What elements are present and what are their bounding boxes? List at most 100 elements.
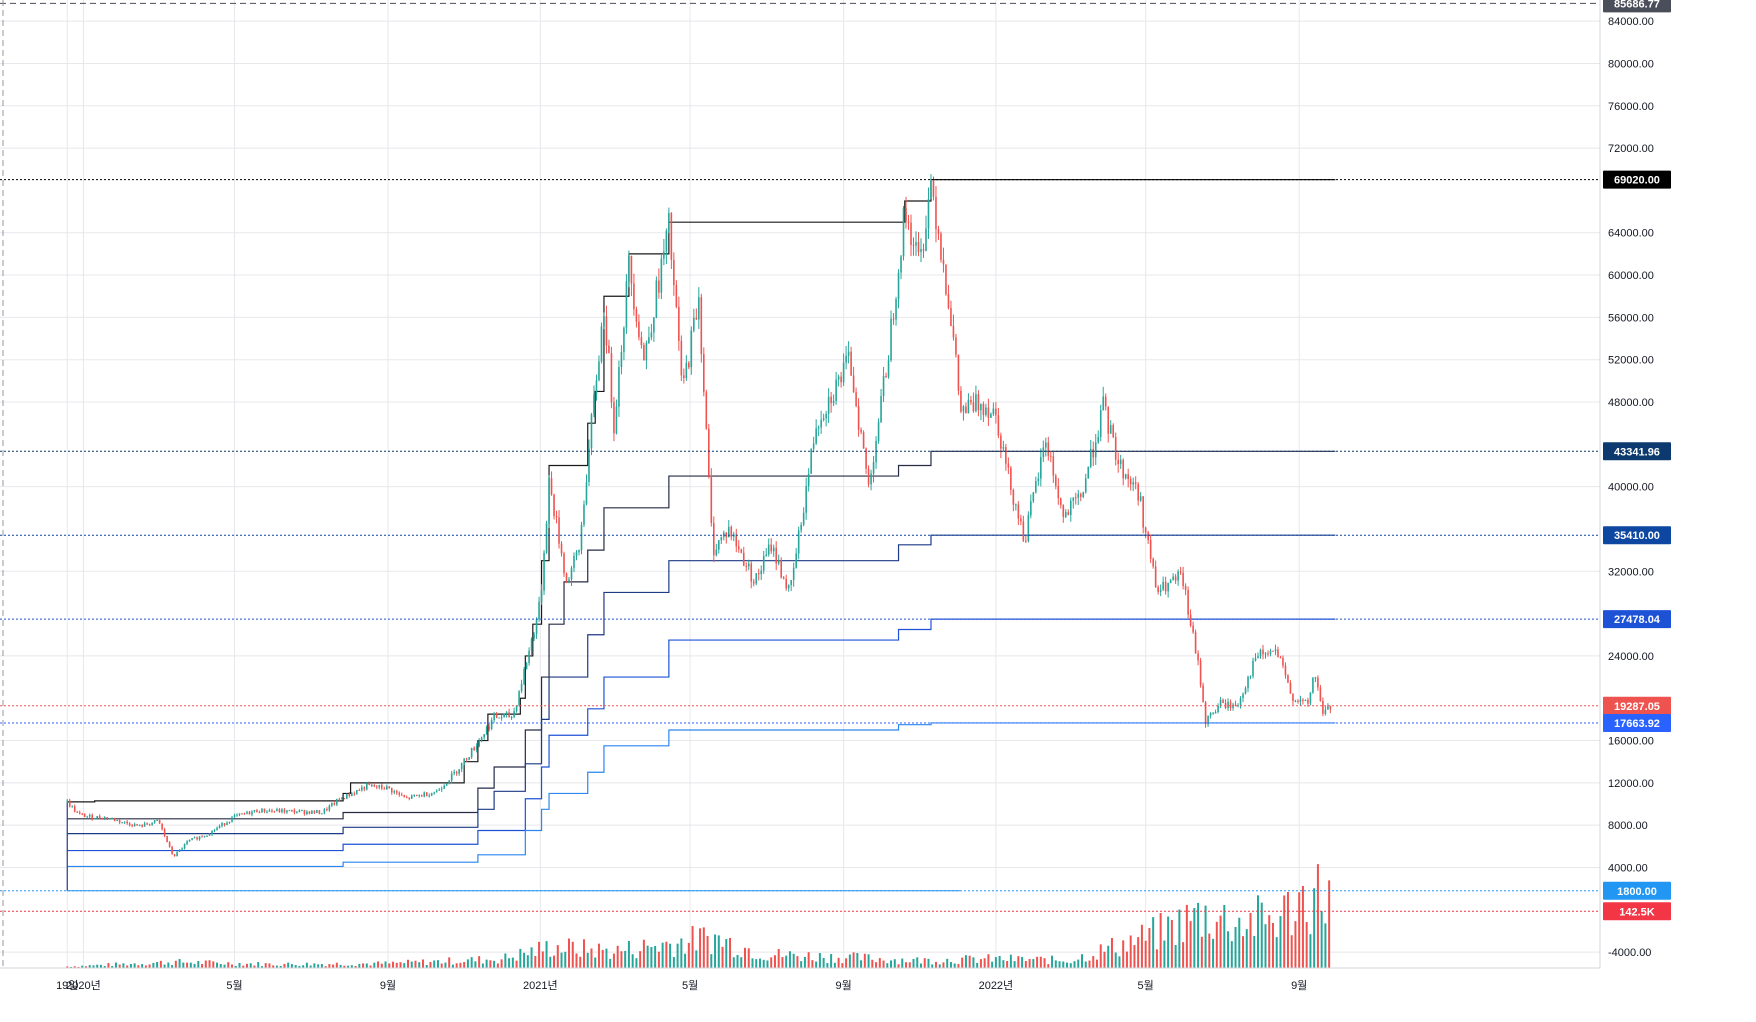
- volume-bar: [830, 954, 833, 968]
- volume-bar: [231, 964, 234, 968]
- candle-body: [1097, 436, 1100, 443]
- volume-bar: [163, 964, 166, 968]
- volume-bar: [395, 962, 398, 968]
- candle-body: [907, 221, 910, 223]
- candle-body: [653, 317, 655, 333]
- volume-bar: [1036, 956, 1039, 968]
- candle-body: [695, 317, 698, 320]
- candle-body: [68, 800, 71, 807]
- volume-bar: [815, 961, 818, 968]
- candle-body: [640, 337, 643, 346]
- candle-body: [1067, 512, 1070, 516]
- candle-body: [1154, 566, 1157, 588]
- x-tick-label: 9월: [835, 979, 851, 992]
- candle-body: [460, 762, 463, 770]
- volume-bar: [193, 963, 196, 968]
- candle-body: [698, 297, 700, 320]
- volume-bar: [871, 959, 874, 968]
- volume-bar: [287, 962, 290, 968]
- volume-bar: [1002, 960, 1005, 968]
- candle-body: [420, 795, 423, 797]
- candle-body: [148, 824, 151, 826]
- volume-bar: [1088, 960, 1091, 968]
- candle-body: [925, 228, 927, 251]
- candle-body: [126, 821, 128, 824]
- volume-bar: [1073, 961, 1076, 968]
- candle-body: [950, 307, 952, 326]
- candle-body: [191, 838, 193, 840]
- candle-body: [712, 522, 715, 556]
- candle-body: [1122, 459, 1124, 479]
- candle-body: [710, 475, 713, 523]
- volume-bar: [260, 966, 263, 968]
- volume-bar: [923, 958, 926, 968]
- candle-body: [171, 846, 173, 855]
- candle-body: [548, 478, 550, 524]
- volume-bar: [463, 962, 466, 968]
- level-label-box: [1603, 610, 1671, 629]
- candle-body: [885, 376, 887, 378]
- candle-body: [665, 230, 668, 252]
- volume-bar: [126, 965, 129, 968]
- volume-bar: [1253, 935, 1256, 968]
- volume-bar: [245, 963, 248, 968]
- candle-body: [535, 619, 538, 635]
- volume-bar: [1182, 942, 1185, 968]
- candle-body: [358, 789, 361, 791]
- candle-body: [428, 795, 431, 797]
- candle-body: [131, 825, 133, 827]
- candle-body: [568, 579, 570, 581]
- candle-body: [88, 814, 91, 817]
- candle-body: [233, 815, 236, 818]
- candle-body: [116, 820, 118, 822]
- candle-body: [563, 553, 565, 574]
- volume-bar: [489, 960, 492, 968]
- candle-body: [1059, 498, 1062, 506]
- volume-bar: [1223, 904, 1226, 968]
- candle-body: [341, 798, 343, 800]
- candle-body: [660, 258, 663, 293]
- volume-bar: [189, 962, 192, 968]
- volume-bar: [957, 964, 960, 968]
- volume-bar: [362, 963, 365, 968]
- volume-bar: [699, 928, 702, 968]
- candle-body: [772, 547, 775, 552]
- price-axis[interactable]: 84000.00 80000.00 76000.00 72000.00 64000.00…: [1608, 16, 1654, 959]
- candles: [66, 174, 1332, 857]
- candle-body: [995, 408, 997, 416]
- volume-bar: [818, 953, 821, 968]
- candle-body: [1017, 504, 1020, 519]
- candle-body: [221, 823, 223, 827]
- y-tick-label: 40000.00: [1608, 482, 1654, 494]
- candle-body: [1209, 713, 1212, 716]
- candle-body: [151, 822, 153, 825]
- x-tick-label: 2021년: [523, 979, 558, 992]
- volume-bar: [156, 961, 159, 968]
- volume-bar: [414, 960, 417, 968]
- candle-body: [1227, 701, 1229, 708]
- candle-body: [313, 810, 316, 813]
- candle-body: [1279, 657, 1282, 659]
- y-tick-label: 84000.00: [1608, 16, 1654, 28]
- volume-bar: [73, 966, 76, 968]
- candle-body: [538, 601, 540, 620]
- candle-body: [1312, 677, 1314, 693]
- volume-bar: [1140, 924, 1143, 968]
- candle-body: [693, 317, 695, 331]
- candle-body: [268, 810, 271, 812]
- volume-bar: [358, 963, 361, 968]
- volume-bar: [579, 956, 582, 968]
- candle-body: [1192, 625, 1194, 633]
- candle-body: [333, 802, 336, 805]
- candle-body: [553, 494, 555, 517]
- volume-bar: [530, 947, 533, 968]
- volume-bar: [590, 948, 593, 968]
- volume-bar: [1305, 922, 1308, 968]
- candle-body: [835, 379, 837, 401]
- volume-bar: [1200, 936, 1203, 968]
- candle-body: [1020, 518, 1022, 522]
- volume-bar: [766, 960, 769, 968]
